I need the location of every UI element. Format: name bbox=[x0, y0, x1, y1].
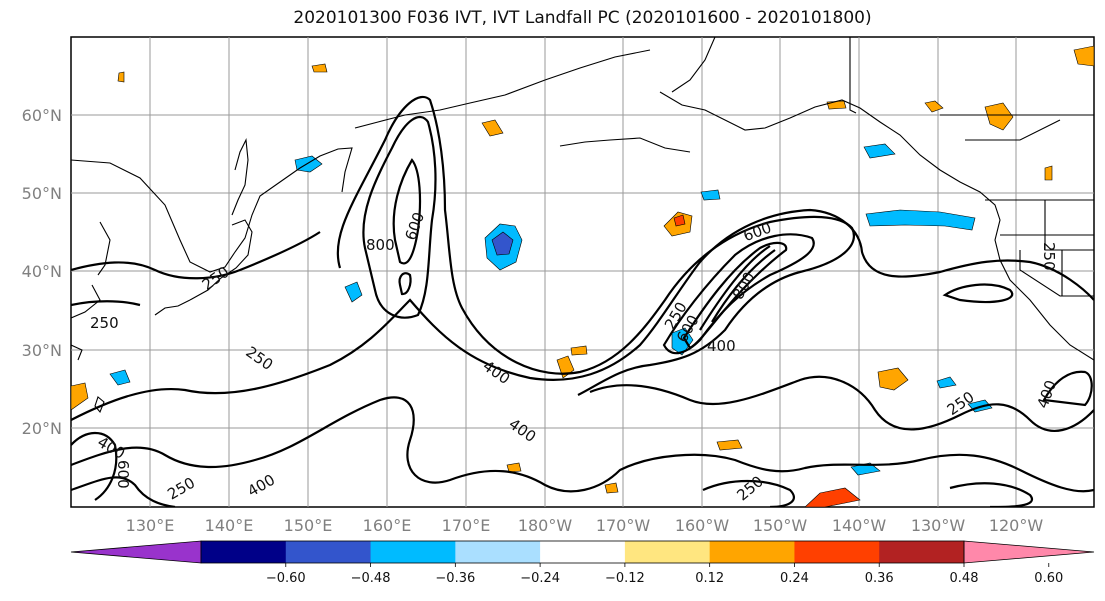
lon-label: 170°E bbox=[442, 516, 491, 535]
map-title: 2020101300 F036 IVT, IVT Landfall PC (20… bbox=[293, 8, 872, 28]
colorbar-tick-label: −0.12 bbox=[605, 571, 645, 586]
lon-label: 140°E bbox=[205, 516, 254, 535]
longitude-labels: 130°E 140°E 150°E 160°E 170°E 180°W 170°… bbox=[126, 516, 1044, 535]
lat-label: 50°N bbox=[22, 184, 62, 203]
colorbar-segment bbox=[624, 541, 711, 563]
colorbar-outline bbox=[200, 540, 965, 564]
colorbar-tick-label: 0.24 bbox=[780, 571, 809, 586]
colorbar: −0.60 −0.48 −0.36 −0.24 −0.12 0.12 0.24 0.36 0.4… bbox=[70, 540, 1095, 586]
lat-label: 20°N bbox=[22, 419, 62, 438]
lat-label: 60°N bbox=[22, 106, 62, 125]
lon-label: 160°W bbox=[675, 516, 730, 535]
colorbar-tick-label: −0.48 bbox=[351, 571, 391, 586]
shading-patches bbox=[71, 45, 1094, 507]
lat-label: 30°N bbox=[22, 341, 62, 360]
latitude-labels: 60°N 50°N 40°N 30°N 20°N bbox=[22, 106, 62, 438]
lon-label: 150°W bbox=[753, 516, 808, 535]
colorbar-segment bbox=[794, 541, 880, 563]
lon-label: 160°E bbox=[363, 516, 412, 535]
colorbar-tick-label: −0.36 bbox=[435, 571, 475, 586]
lon-label: 170°W bbox=[596, 516, 651, 535]
lat-label: 40°N bbox=[22, 262, 62, 281]
contour-label: 600 bbox=[114, 460, 132, 489]
colorbar-tick-label: −0.60 bbox=[266, 571, 306, 586]
coastlines bbox=[71, 37, 1094, 414]
colorbar-segment bbox=[201, 541, 287, 563]
colorbar-segment bbox=[285, 541, 372, 563]
colorbar-ticks: −0.60 −0.48 −0.36 −0.24 −0.12 0.12 0.24 0.36 0.4… bbox=[266, 563, 1063, 586]
lon-label: 120°W bbox=[989, 516, 1044, 535]
colorbar-tick-label: 0.48 bbox=[950, 571, 979, 586]
colorbar-tick-label: 0.12 bbox=[695, 571, 724, 586]
contour-label: 400 bbox=[707, 337, 736, 355]
lon-label: 180°W bbox=[518, 516, 573, 535]
colorbar-tick-label: 0.60 bbox=[1034, 571, 1063, 586]
colorbar-segment bbox=[455, 541, 541, 563]
colorbar-segment bbox=[370, 541, 456, 563]
colorbar-tick-label: 0.36 bbox=[865, 571, 894, 586]
lon-label: 130°E bbox=[126, 516, 175, 535]
contour-label: 250 bbox=[1040, 242, 1058, 271]
contour-label: 800 bbox=[366, 236, 395, 254]
lon-label: 150°E bbox=[284, 516, 333, 535]
colorbar-segment bbox=[963, 540, 1095, 564]
colorbar-segment bbox=[879, 541, 965, 563]
colorbar-segment bbox=[70, 540, 202, 564]
lon-label: 140°W bbox=[832, 516, 887, 535]
colorbar-segment bbox=[709, 541, 795, 563]
colorbar-tick-label: −0.24 bbox=[520, 571, 560, 586]
gridlines bbox=[71, 37, 1094, 507]
colorbar-segments bbox=[70, 540, 1095, 564]
colorbar-segment bbox=[540, 541, 626, 563]
contour-label: 250 bbox=[90, 314, 119, 332]
ivt-contours bbox=[71, 95, 1094, 507]
lon-label: 130°W bbox=[911, 516, 966, 535]
